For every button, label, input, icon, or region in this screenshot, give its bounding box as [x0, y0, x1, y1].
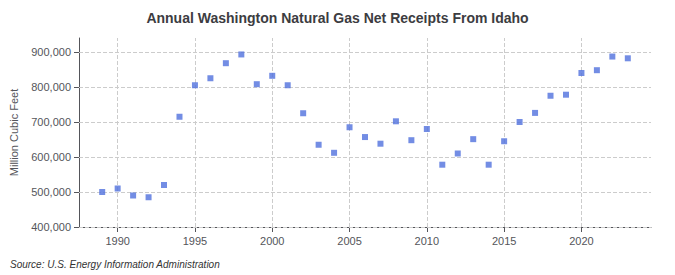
svg-text:600,000: 600,000 [31, 151, 71, 163]
svg-text:700,000: 700,000 [31, 116, 71, 128]
svg-text:2005: 2005 [337, 235, 361, 247]
svg-text:400,000: 400,000 [31, 221, 71, 233]
svg-text:1990: 1990 [105, 235, 129, 247]
svg-text:1995: 1995 [183, 235, 207, 247]
svg-text:2000: 2000 [260, 235, 284, 247]
svg-text:500,000: 500,000 [31, 186, 71, 198]
svg-text:800,000: 800,000 [31, 81, 71, 93]
svg-text:2015: 2015 [492, 235, 516, 247]
svg-text:2010: 2010 [415, 235, 439, 247]
svg-text:900,000: 900,000 [31, 46, 71, 58]
svg-text:2020: 2020 [569, 235, 593, 247]
svg-text:Million Cubic Feet: Million Cubic Feet [8, 89, 20, 176]
svg-text:Annual Washington Natural Gas: Annual Washington Natural Gas Net Receip… [146, 10, 528, 26]
svg-text:Source: U.S. Energy Informatio: Source: U.S. Energy Information Administ… [10, 259, 220, 270]
